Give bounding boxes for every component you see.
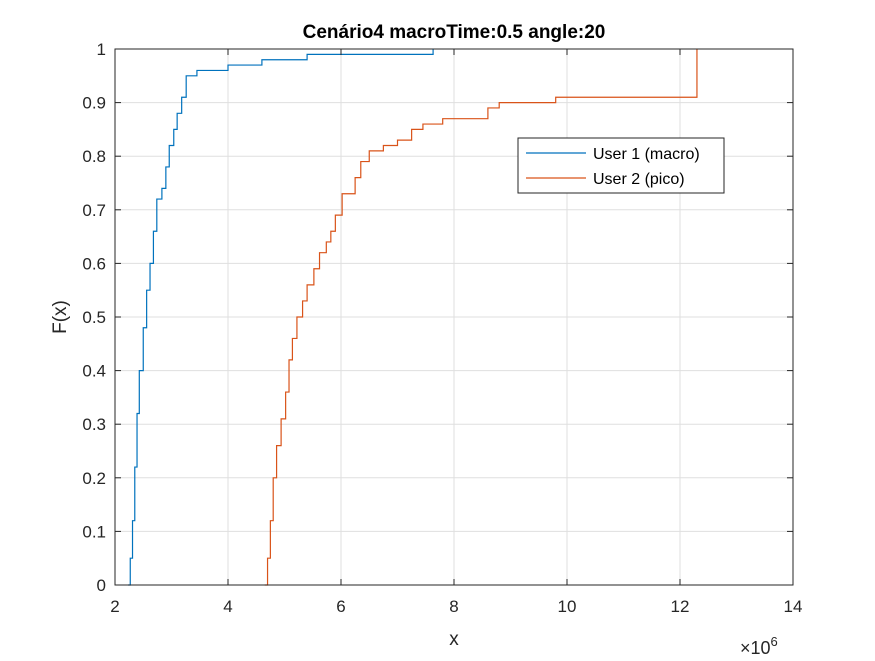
legend: User 1 (macro) User 2 (pico) — [517, 137, 725, 194]
legend-box — [517, 137, 725, 194]
y-tick-label: 0.5 — [82, 308, 106, 327]
legend-label-user-1: User 1 (macro) — [593, 146, 700, 163]
series-line-user-1 — [127, 49, 434, 586]
y-axis-label: F(x) — [50, 300, 71, 334]
x-tick-label: 14 — [784, 597, 803, 616]
x-tick-label: 4 — [223, 597, 232, 616]
legend-label-user-2: User 2 (pico) — [593, 171, 685, 188]
y-tick-label: 0.8 — [82, 147, 106, 166]
x-exponent-base: ×10 — [740, 638, 771, 656]
x-tick-label: 10 — [558, 597, 577, 616]
x-exponent: ×106 — [740, 634, 778, 656]
axis-ticks: 2 4 6 8 10 12 14 0 0.1 0.2 0.3 0.4 0.5 0.6 0.7 0.8 0.9 1 — [82, 40, 802, 616]
x-tick-label: 8 — [449, 597, 458, 616]
x-axis-label: x — [449, 629, 459, 650]
x-exponent-power: 6 — [771, 634, 778, 649]
y-tick-label: 0.2 — [82, 469, 106, 488]
x-tick-label: 12 — [671, 597, 690, 616]
x-tick-label: 6 — [336, 597, 345, 616]
y-tick-label: 0 — [97, 576, 106, 595]
y-tick-label: 0.4 — [82, 362, 106, 381]
y-tick-label: 0.7 — [82, 201, 106, 220]
y-tick-label: 0.3 — [82, 415, 106, 434]
y-tick-label: 0.1 — [82, 522, 106, 541]
y-tick-label: 1 — [97, 40, 106, 59]
series-layer — [127, 49, 698, 586]
y-tick-label: 0.9 — [82, 94, 106, 113]
chart-title: Cenário4 macroTime:0.5 angle:20 — [303, 22, 606, 43]
series-line-user-2 — [264, 49, 698, 586]
grid-lines — [115, 49, 793, 585]
x-tick-label: 2 — [110, 597, 119, 616]
y-tick-label: 0.6 — [82, 254, 106, 273]
